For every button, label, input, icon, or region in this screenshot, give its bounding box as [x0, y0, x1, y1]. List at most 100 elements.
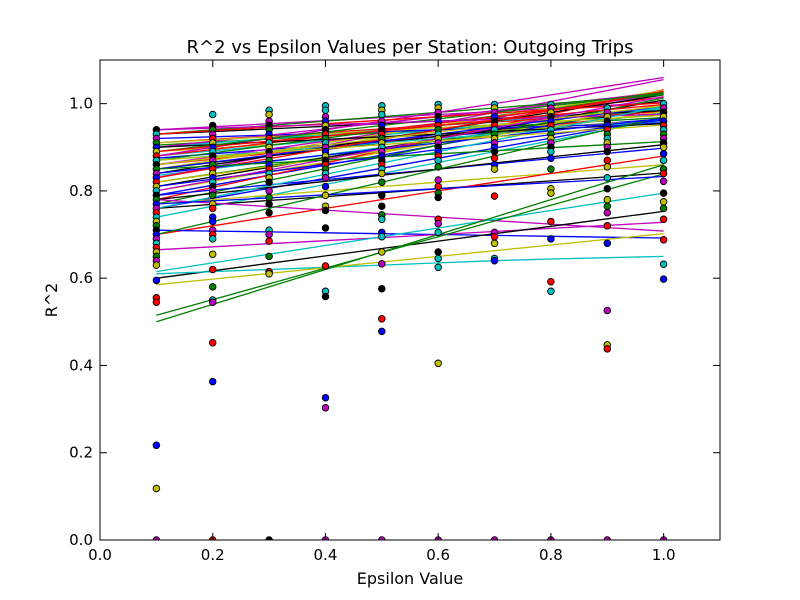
data-point-172 — [434, 176, 442, 184]
data-point-219 — [547, 165, 555, 173]
data-point-117 — [321, 182, 330, 191]
plot-frame — [99, 59, 721, 541]
data-point-69 — [208, 339, 217, 347]
fit-line-13 — [156, 103, 664, 192]
data-point-170 — [434, 156, 442, 165]
fit-line-42 — [156, 144, 664, 201]
data-point-125 — [321, 393, 330, 402]
data-point-95 — [265, 237, 273, 245]
data-point-247 — [603, 306, 612, 315]
data-point-225 — [547, 287, 555, 296]
data-point-118 — [321, 191, 330, 200]
data-point-92 — [265, 208, 273, 217]
data-point-271 — [659, 236, 668, 244]
data-point-89 — [265, 187, 273, 195]
data-point-90 — [265, 193, 273, 202]
data-point-245 — [603, 222, 612, 230]
y-tick-label: 0.2 — [69, 444, 93, 462]
data-point-96 — [265, 252, 273, 261]
data-point-155 — [378, 327, 386, 336]
data-point-70 — [208, 377, 217, 386]
data-point-261 — [659, 143, 668, 152]
data-point-244 — [603, 208, 612, 217]
data-point-91 — [265, 200, 273, 208]
fit-line-39 — [156, 113, 664, 131]
data-point-195 — [490, 147, 499, 156]
fit-line-22 — [156, 122, 664, 140]
data-points — [152, 99, 668, 540]
data-point-242 — [603, 195, 612, 204]
data-point-150 — [378, 232, 386, 241]
data-point-237 — [603, 147, 612, 156]
data-point-101 — [321, 106, 330, 114]
data-point-66 — [208, 283, 217, 291]
data-point-130 — [378, 110, 386, 119]
data-point-221 — [547, 189, 555, 197]
data-point-120 — [321, 206, 330, 215]
x-tick-label: 1.0 — [652, 546, 676, 564]
data-point-198 — [490, 165, 499, 173]
chart-title: R^2 vs Epsilon Values per Station: Outgo… — [187, 37, 634, 58]
fit-line-60 — [156, 124, 664, 162]
data-point-73 — [265, 110, 273, 119]
data-point-60 — [208, 217, 217, 226]
data-point-263 — [659, 156, 668, 165]
data-point-148 — [378, 215, 386, 224]
x-tick-label: 0.6 — [426, 546, 450, 564]
data-point-153 — [378, 284, 386, 293]
fit-line-59 — [156, 96, 664, 192]
data-point-33 — [152, 276, 161, 285]
data-point-152 — [378, 260, 386, 268]
data-point-267 — [659, 189, 668, 197]
data-point-268 — [659, 198, 668, 206]
fit-line-38 — [156, 102, 664, 135]
fit-line-49 — [156, 192, 664, 273]
data-point-122 — [321, 262, 330, 270]
y-axis-label: R^2 — [42, 283, 61, 318]
data-point-262 — [659, 150, 668, 158]
data-point-249 — [603, 345, 612, 353]
data-point-180 — [434, 254, 442, 263]
data-point-156 — [378, 536, 386, 540]
data-point-56 — [208, 191, 217, 200]
data-point-64 — [208, 250, 217, 258]
fit-line-43 — [156, 164, 664, 205]
data-point-241 — [603, 184, 612, 193]
fit-line-32 — [156, 118, 664, 218]
data-point-205 — [490, 536, 499, 540]
fit-line-27 — [156, 114, 664, 144]
axis-ticks: 0.0 0.2 0.4 0.6 0.8 1.0 0.0 0.2 0.4 0.6 0.8 1.0 — [69, 60, 720, 564]
data-point-224 — [547, 277, 555, 286]
fit-line-56 — [156, 105, 664, 210]
data-point-201 — [490, 232, 499, 241]
fit-line-45 — [156, 155, 664, 236]
data-point-196 — [490, 154, 499, 162]
data-point-204 — [490, 256, 499, 265]
data-point-179 — [434, 248, 442, 256]
data-point-58 — [208, 204, 217, 213]
data-point-238 — [603, 156, 612, 165]
data-point-273 — [659, 275, 668, 283]
fit-line-15 — [156, 117, 664, 210]
data-point-36 — [152, 441, 161, 450]
data-point-88 — [265, 178, 273, 186]
data-point-181 — [434, 263, 442, 272]
data-point-39 — [208, 110, 217, 119]
data-point-243 — [603, 202, 612, 210]
fit-line-24 — [156, 96, 664, 157]
data-point-63 — [208, 235, 217, 243]
data-point-222 — [547, 217, 555, 226]
data-point-218 — [547, 154, 555, 162]
data-point-145 — [378, 191, 386, 200]
data-point-116 — [321, 174, 330, 182]
data-point-266 — [659, 177, 668, 186]
fit-line-48 — [156, 221, 664, 251]
y-tick-label: 0.4 — [69, 356, 93, 374]
data-point-272 — [659, 260, 668, 268]
data-point-98 — [265, 270, 273, 278]
data-point-99 — [265, 536, 273, 540]
data-point-124 — [321, 292, 330, 301]
data-point-239 — [603, 163, 612, 171]
data-point-202 — [490, 239, 499, 248]
data-point-38 — [152, 536, 161, 540]
